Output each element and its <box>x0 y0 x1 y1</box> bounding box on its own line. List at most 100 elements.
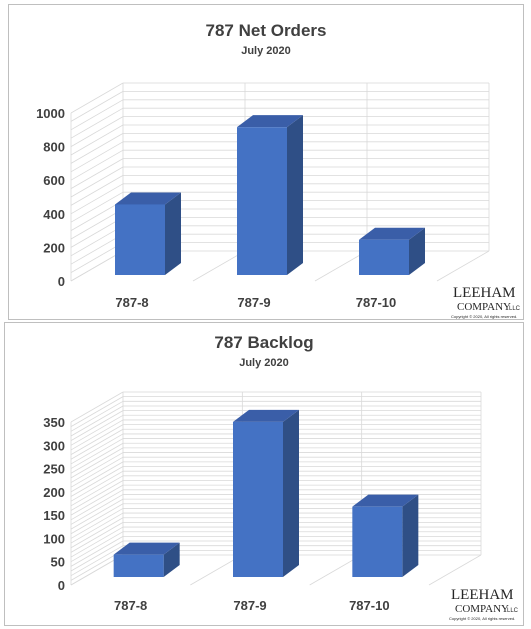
net-orders-chart: 787 Net Orders July 2020 0 200 400 600 800 10… <box>8 4 524 320</box>
side-gridline <box>70 419 124 451</box>
y-tick-label: 150 <box>43 508 65 523</box>
side-gridline <box>70 452 124 483</box>
x-category-label: 787-10 <box>356 295 396 310</box>
backlog-plot: 0 50 100 150 200 250 300 350 787-8 787-9 787-10 LEE… <box>43 391 519 621</box>
y-tick-label: 0 <box>58 274 65 289</box>
bar-top <box>237 115 303 128</box>
side-gridline <box>70 545 124 577</box>
side-gridline <box>70 158 124 189</box>
side-gridline <box>70 484 124 516</box>
floor-gridline <box>436 250 490 282</box>
side-gridline <box>70 405 124 437</box>
bar <box>352 506 403 577</box>
bar-top <box>115 192 181 205</box>
bar-top <box>359 227 425 240</box>
logo-copyright: Copyright © 2020, All rights reserved. <box>451 314 517 319</box>
side-gridline <box>70 494 124 525</box>
bar-side <box>402 494 419 577</box>
side-gridline <box>70 175 124 206</box>
x-category-label: 787-9 <box>233 598 266 613</box>
y-tick-label: 0 <box>58 578 65 593</box>
side-gridline <box>70 428 124 460</box>
bar-side <box>165 192 181 275</box>
side-gridline <box>70 517 124 549</box>
bar <box>233 421 283 577</box>
side-gridline <box>70 489 124 521</box>
x-category-label: 787-8 <box>114 598 147 613</box>
side-gridline <box>70 191 124 223</box>
backlog-chart: 787 Backlog July 2020 0 50 100 150 200 250 300… <box>4 322 524 626</box>
logo-line1: LEEHAM <box>453 285 516 301</box>
side-gridline <box>70 456 124 488</box>
side-gridline <box>70 470 124 502</box>
x-category-label: 787-8 <box>115 295 148 310</box>
side-gridline <box>70 414 124 446</box>
chart-subtitle: July 2020 <box>241 45 291 57</box>
side-gridline <box>70 480 124 511</box>
side-gridline <box>70 536 124 567</box>
side-gridline <box>70 503 124 535</box>
side-gridline <box>70 442 124 474</box>
y-tick-label: 350 <box>43 415 65 430</box>
y-tick-label: 300 <box>43 438 65 453</box>
side-gridline <box>70 200 124 231</box>
side-gridline <box>70 166 124 198</box>
chart-subtitle: July 2020 <box>239 357 289 369</box>
side-gridline <box>70 107 124 139</box>
side-gridline <box>70 225 124 257</box>
logo-copyright: Copyright © 2020, All rights reserved. <box>449 616 515 621</box>
side-gridline <box>70 391 124 423</box>
side-gridline <box>70 149 124 181</box>
side-gridline <box>70 99 124 131</box>
side-gridline <box>70 217 124 248</box>
floor-gridline <box>192 250 246 282</box>
y-tick-label: 800 <box>43 140 65 155</box>
bar-side <box>283 409 299 577</box>
side-gridline <box>70 116 124 147</box>
side-gridline <box>70 540 124 572</box>
y-tick-label: 200 <box>43 240 65 255</box>
side-gridline <box>70 531 124 563</box>
side-gridline <box>70 498 124 530</box>
y-tick-label: 1000 <box>36 106 65 121</box>
chart-title: 787 Backlog <box>214 333 314 352</box>
floor-gridline <box>428 554 482 586</box>
side-gridline <box>70 133 124 164</box>
side-gridline <box>70 522 124 553</box>
logo-line2: COMPANY <box>457 301 511 313</box>
side-gridline <box>70 91 124 122</box>
side-gridline <box>70 124 124 156</box>
side-gridline <box>70 400 124 432</box>
bar-side <box>163 542 180 577</box>
logo-line1: LEEHAM <box>451 587 514 603</box>
bar-top <box>113 542 180 555</box>
bar-top <box>352 494 419 507</box>
side-gridline <box>70 466 124 497</box>
side-gridline <box>70 183 124 215</box>
logo-suffix: LLC <box>507 608 519 614</box>
side-gridline <box>70 447 124 479</box>
chart-title: 787 Net Orders <box>205 21 327 40</box>
bar-top <box>233 409 299 422</box>
side-gridline <box>70 424 124 455</box>
side-gridline <box>70 233 124 265</box>
bar <box>113 554 164 577</box>
side-gridline <box>70 410 124 441</box>
side-gridline <box>70 141 124 173</box>
side-gridline <box>70 526 124 558</box>
floor-gridline <box>70 250 124 282</box>
side-gridline <box>70 461 124 493</box>
bar-side <box>409 227 425 275</box>
y-tick-label: 100 <box>43 531 65 546</box>
side-gridline <box>70 508 124 539</box>
side-gridline <box>70 396 124 428</box>
bar-side <box>287 115 303 275</box>
side-gridline <box>70 475 124 507</box>
y-tick-label: 200 <box>43 485 65 500</box>
bar <box>359 239 409 275</box>
side-gridline <box>70 82 124 114</box>
y-tick-label: 50 <box>51 555 65 570</box>
